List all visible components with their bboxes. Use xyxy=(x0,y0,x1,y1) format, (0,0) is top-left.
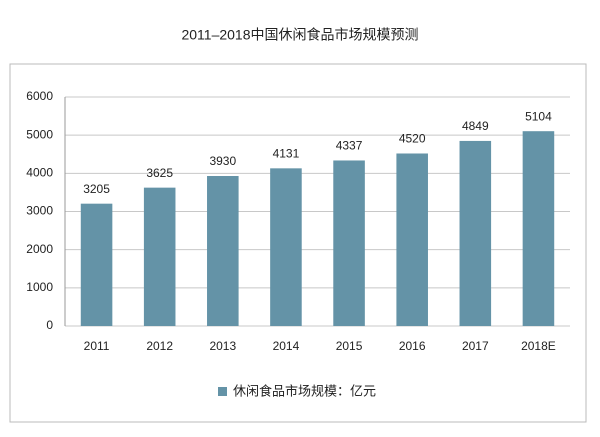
data-label: 3205 xyxy=(83,182,110,196)
y-tick-label: 2000 xyxy=(26,242,53,256)
bar xyxy=(396,153,428,326)
x-tick-label: 2015 xyxy=(336,339,363,353)
bar xyxy=(459,140,492,326)
y-tick-label: 4000 xyxy=(26,166,53,180)
data-label: 4520 xyxy=(399,132,426,146)
bar xyxy=(270,168,302,326)
y-tick-label: 6000 xyxy=(26,89,53,103)
legend-label: 休闲食品市场规模：亿元 xyxy=(233,383,376,398)
legend-swatch xyxy=(218,387,227,396)
chart-title: 2011–2018中国休闲食品市场规模预测 xyxy=(181,27,418,43)
bar xyxy=(522,131,555,326)
x-tick-label: 2017 xyxy=(462,339,489,353)
bar xyxy=(333,160,365,326)
x-tick-label: 2016 xyxy=(399,339,426,353)
x-tick-label: 2018E xyxy=(521,339,556,353)
bar xyxy=(143,187,176,326)
data-label: 3625 xyxy=(146,166,173,180)
x-tick-label: 2014 xyxy=(273,339,300,353)
data-label: 4849 xyxy=(462,119,489,133)
data-label: 4337 xyxy=(336,139,363,153)
bar xyxy=(207,176,239,326)
y-tick-label: 0 xyxy=(46,318,53,332)
y-tick-label: 5000 xyxy=(26,127,53,141)
data-label: 3930 xyxy=(209,154,236,168)
x-tick-label: 2013 xyxy=(209,339,236,353)
y-tick-label: 3000 xyxy=(26,204,53,218)
x-tick-label: 2012 xyxy=(146,339,173,353)
data-label: 5104 xyxy=(525,109,552,123)
y-tick-label: 1000 xyxy=(26,280,53,294)
bar xyxy=(80,203,113,326)
x-tick-label: 2011 xyxy=(84,339,110,353)
data-label: 4131 xyxy=(273,147,300,161)
